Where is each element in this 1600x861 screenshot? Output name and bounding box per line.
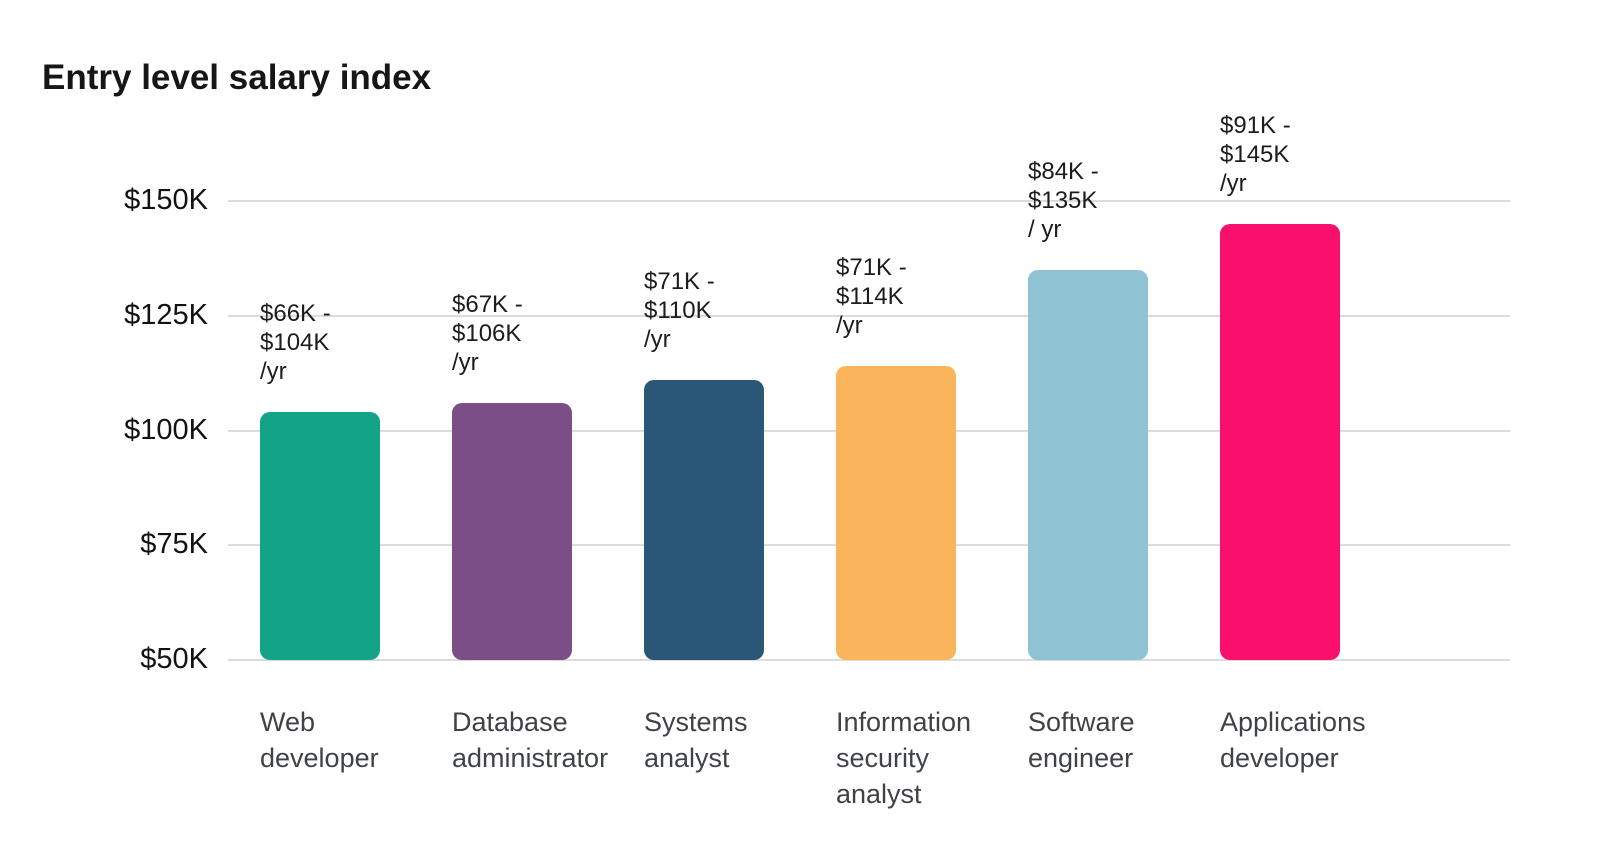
annotation-applications-developer: $91K - $145K /yr <box>1220 111 1291 197</box>
y-axis-tick-label--50k: $50K <box>140 643 208 675</box>
category-label-web-developer: Web developer <box>260 707 379 773</box>
gridline--50k <box>228 659 1510 661</box>
category-label-information-security-analyst: Information security analyst <box>836 707 972 809</box>
category-label-database-administrator: Database administrator <box>452 707 609 773</box>
chart-title: Entry level salary index <box>42 58 432 97</box>
bar-web-developer <box>260 412 380 660</box>
bar-applications-developer <box>1220 223 1340 660</box>
annotation-database-administrator: $67K - $106K /yr <box>452 290 523 376</box>
bar-database-administrator <box>452 402 572 660</box>
category-label-systems-analyst: Systems analyst <box>644 707 748 773</box>
y-axis-tick-label--75k: $75K <box>140 528 208 561</box>
gridline--125k <box>228 314 1510 317</box>
annotation-information-security-analyst: $71K - $114K /yr <box>836 254 907 340</box>
category-label-software-engineer: Software engineer <box>1028 707 1135 773</box>
y-axis-tick-label--100k: $100K <box>124 413 208 446</box>
y-axis-tick-label--150k: $150K <box>124 184 208 216</box>
annotation-systems-analyst: $71K - $110K /yr <box>644 268 715 354</box>
bar-information-security-analyst <box>836 366 956 660</box>
y-axis-tick-label--125k: $125K <box>124 298 208 331</box>
gridline--150k <box>228 200 1510 202</box>
annotation-software-engineer: $84K - $135K / yr <box>1028 157 1099 243</box>
category-label-applications-developer: Applications developer <box>1220 707 1366 773</box>
bar-software-engineer <box>1028 269 1148 660</box>
annotation-web-developer: $66K - $104K /yr <box>260 300 331 386</box>
plot-area: $66K - $104K /yr $67K - $106K /yr $71K - $… <box>228 112 1510 661</box>
bar-systems-analyst <box>644 380 764 660</box>
